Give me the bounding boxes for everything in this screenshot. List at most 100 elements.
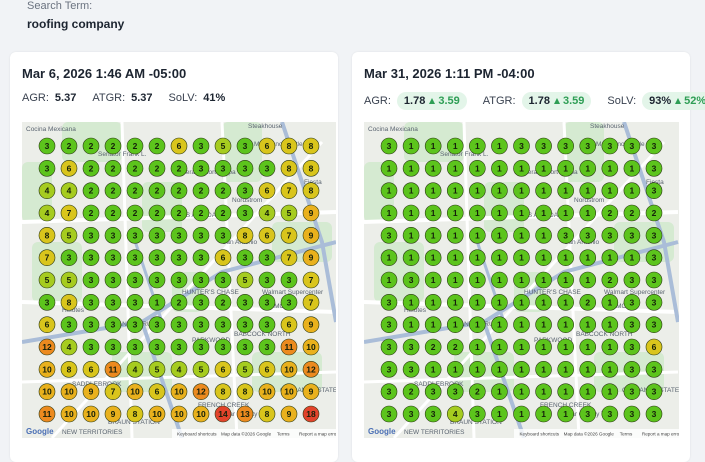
rank-value: 3 — [89, 342, 94, 352]
rank-value: 11 — [43, 409, 52, 419]
rank-dot — [170, 405, 188, 423]
rank-dot — [579, 383, 597, 400]
rank-value: 5 — [243, 275, 248, 285]
rank-value: 2 — [221, 186, 226, 196]
rank-dot — [126, 160, 144, 177]
rank-dot — [469, 361, 486, 378]
rank-dot — [258, 383, 276, 400]
rank-value: 3 — [155, 275, 160, 285]
map-label: BABCOCK NORTH — [576, 331, 633, 338]
rank-value: 1 — [519, 364, 524, 374]
rank-dot — [623, 316, 641, 333]
metric-value: 1.78 — [403, 95, 426, 107]
map-label: Nordstrom — [574, 197, 604, 204]
rank-value: 2 — [155, 163, 160, 173]
rank-dot — [104, 137, 122, 155]
rank-dot — [126, 316, 144, 333]
rank-value: 1 — [453, 275, 458, 285]
rank-dot — [579, 204, 597, 222]
rank-value: 10 — [174, 387, 184, 397]
rank-dot — [645, 361, 663, 378]
rank-dot — [60, 338, 78, 356]
map-label: HUNTER'S CHASE — [524, 289, 582, 296]
rank-dot — [469, 204, 486, 222]
rank-dot — [623, 227, 641, 244]
rank-dot — [645, 182, 663, 199]
rank-value: 2 — [111, 208, 116, 218]
rank-value: 2 — [111, 186, 116, 196]
rank-dot — [513, 338, 530, 356]
metric-label: ATGR: — [482, 95, 516, 107]
rank-value: 5 — [67, 275, 72, 285]
rank-dot — [148, 249, 166, 266]
rank-value: 3 — [287, 297, 292, 307]
rank-dot — [82, 316, 100, 333]
rank-dot — [82, 249, 100, 266]
rank-value: 2 — [199, 208, 204, 218]
rank-value: 6 — [265, 186, 270, 196]
rank-value: 10 — [284, 387, 294, 397]
rank-value: 3 — [652, 230, 657, 240]
rank-value: 6 — [45, 320, 50, 330]
rank-dot — [402, 160, 420, 177]
rank-dot — [557, 405, 574, 423]
rank-dot — [446, 316, 464, 333]
map-label: NEW TERRITORIES — [62, 429, 123, 436]
rank-dot — [623, 361, 641, 378]
rank-value: 11 — [285, 342, 294, 352]
footer-bg — [514, 429, 679, 438]
rank-dot — [623, 137, 641, 155]
rank-dot — [601, 383, 619, 400]
rank-value: 1 — [431, 253, 436, 263]
rank-value: 2 — [177, 208, 182, 218]
rank-value: 8 — [243, 230, 248, 240]
rank-value: 7 — [309, 275, 314, 285]
rank-dot — [170, 137, 188, 155]
rank-dot — [601, 338, 619, 356]
rank-dot — [148, 361, 166, 378]
rank-dot — [148, 182, 166, 199]
rank-value: 1 — [387, 275, 392, 285]
rank-value: 1 — [475, 275, 480, 285]
rank-dot — [402, 383, 420, 400]
rank-dot — [236, 137, 254, 155]
rank-dot — [491, 271, 508, 289]
rank-dot — [82, 182, 100, 199]
rank-dot — [446, 137, 464, 155]
map-label: Fiesta — [304, 179, 322, 186]
rank-dot — [192, 405, 210, 423]
rank-dot — [170, 182, 188, 199]
rank-value: 1 — [519, 409, 524, 419]
rank-dot — [280, 405, 298, 423]
rank-dot — [302, 249, 320, 266]
rank-value: 2 — [89, 208, 94, 218]
rank-value: 1 — [453, 208, 458, 218]
rank-value: 10 — [130, 387, 140, 397]
rank-dot — [446, 383, 464, 400]
rank-dot — [82, 204, 100, 222]
map: Cocina Mexicana Steakhouse Senator Frank L… — [364, 122, 679, 438]
rank-value: 3 — [221, 275, 226, 285]
rank-dot — [192, 137, 210, 155]
rank-value: 1 — [563, 409, 568, 419]
rank-dot — [60, 361, 78, 378]
rank-value: 3 — [387, 297, 392, 307]
rank-dot — [38, 271, 56, 289]
rank-dot — [491, 249, 508, 266]
rank-value: 1 — [585, 163, 590, 173]
rank-dot — [126, 361, 144, 378]
rank-dot — [491, 383, 508, 400]
rank-dot — [513, 271, 530, 289]
rank-value: 3 — [630, 275, 635, 285]
rank-dot — [192, 204, 210, 222]
rank-dot — [491, 316, 508, 333]
rank-value: 1 — [409, 230, 414, 240]
rank-dot — [513, 204, 530, 222]
rank-value: 1 — [519, 297, 524, 307]
map-label: BABCOCK NORTH — [234, 331, 291, 338]
rank-dot — [302, 271, 320, 289]
rank-value: 1 — [541, 297, 546, 307]
rank-value: 3 — [387, 141, 392, 151]
rank-dot — [148, 160, 166, 177]
rank-value: 1 — [630, 253, 635, 263]
